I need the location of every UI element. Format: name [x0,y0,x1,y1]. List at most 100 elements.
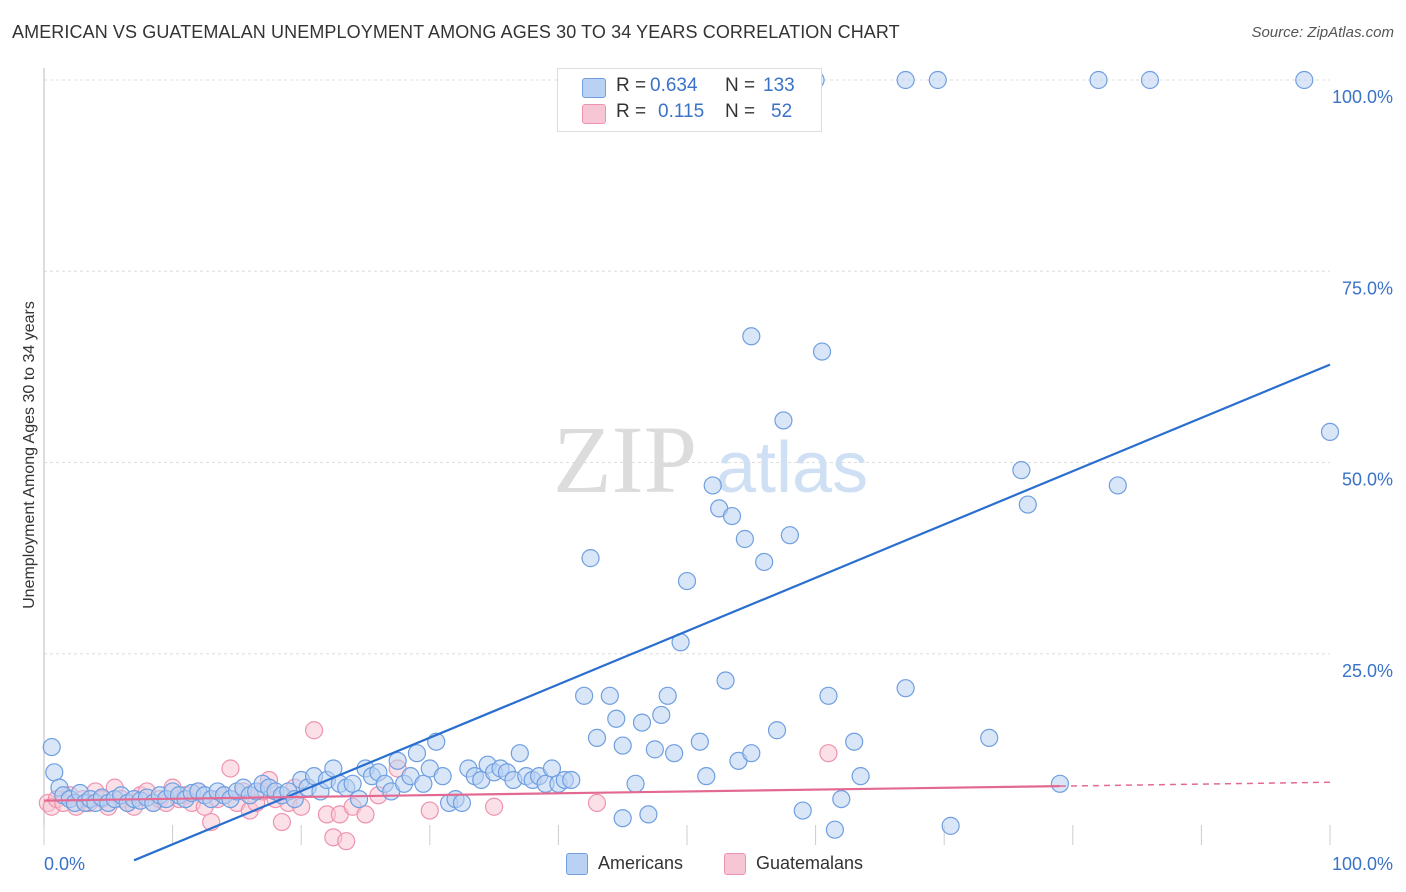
data-point-americans [703,476,722,495]
data-point-guatemalans [587,793,607,813]
legend-r-label: R = [616,101,647,122]
data-point-guatemalans [272,812,292,832]
data-point-americans [697,767,716,786]
data-point-americans [388,751,407,770]
watermark-zip: ZIP [553,406,697,513]
legend-swatch-americans [582,78,606,98]
data-point-americans [1108,476,1127,495]
bottom-legend-label-americans: Americans [598,853,684,873]
trend-lines [43,363,1331,862]
y-tick-label: 25.0% [1342,661,1393,681]
legend-n-label: N = [725,101,756,122]
trend-line-guatemalans-extension [1059,781,1331,787]
y-tick-label: 75.0% [1342,278,1393,298]
data-point-americans [1050,774,1070,793]
data-point-americans [42,737,61,757]
data-point-americans [645,740,664,759]
data-point-americans [587,728,607,748]
data-point-americans [562,770,581,790]
data-point-americans [845,732,864,751]
y-tick-label: 100.0% [1332,87,1393,107]
data-point-americans [349,789,369,809]
legend-r-label: R = [616,75,647,96]
data-point-guatemalans [420,801,439,820]
data-point-guatemalans [485,797,504,816]
data-point-americans [639,805,658,824]
data-point-americans [1140,70,1160,90]
data-point-americans [793,801,812,820]
data-point-americans [1320,422,1340,441]
data-point-americans [896,70,915,90]
data-point-guatemalans [819,744,838,763]
legend: R = 0.634 N = 133 R = 0.115 N = 52 [557,68,822,132]
bottom-legend-swatch-guatemalans [724,853,746,875]
data-point-americans [542,759,562,778]
data-point-americans [600,686,619,705]
legend-row-americans: R = 0.634 N = 133 [558,75,821,101]
data-point-americans [407,744,427,763]
data-point-americans [812,342,832,361]
data-point-americans [45,763,64,782]
data-point-americans [665,744,684,763]
x-tick-label-max: 100.0% [1332,854,1393,874]
data-point-americans [742,327,761,346]
legend-r-value: 0.634 [650,75,698,96]
data-point-americans [414,774,433,793]
data-point-americans [632,713,652,732]
trend-line-americans [133,363,1331,862]
watermark-atlas: atlas [716,428,868,508]
data-point-americans [742,744,761,763]
data-point-americans [941,816,960,835]
legend-swatch-guatemalans [582,104,606,124]
data-point-americans [677,571,697,591]
data-point-americans [607,709,626,728]
legend-n-value: 52 [771,101,793,122]
y-tick-label: 50.0% [1342,470,1393,490]
data-point-americans [690,732,709,751]
data-point-americans [452,793,472,813]
axis-labels: 25.0% 50.0% 75.0% 100.0% 0.0% 100.0% [44,87,1393,874]
data-point-americans [652,705,671,725]
data-point-americans [832,789,851,809]
data-point-americans [928,70,947,90]
data-point-americans [896,679,915,698]
data-point-americans [433,767,452,786]
data-point-americans [1018,495,1037,514]
data-point-americans [581,549,600,568]
data-point-americans [780,526,799,545]
data-point-americans [658,686,677,705]
data-point-americans [774,411,793,430]
data-point-americans [819,686,838,705]
trend-line-guatemalans [43,785,1060,802]
data-point-americans [722,506,742,526]
chart-title: AMERICAN VS GUATEMALAN UNEMPLOYMENT AMON… [12,22,900,42]
data-point-guatemalans [337,832,356,851]
data-point-americans [1012,461,1031,480]
data-point-guatemalans [221,759,240,778]
data-point-americans [1295,70,1314,90]
data-point-americans [575,686,594,705]
legend-n-value: 133 [763,75,795,96]
x-tick-label-min: 0.0% [44,854,85,874]
data-point-americans [980,728,999,748]
data-point-americans [825,820,844,839]
data-point-americans [755,552,774,572]
data-point-americans [343,774,362,793]
bottom-legend-label-guatemalans: Guatemalans [756,853,864,873]
data-point-americans [716,671,735,690]
legend-n-label: N = [725,75,756,96]
source-label: Source: ZipAtlas.com [1251,24,1394,41]
legend-r-value: 0.115 [658,101,705,122]
data-point-americans [767,721,787,740]
data-point-americans [851,767,870,786]
data-point-guatemalans [356,805,375,824]
legend-row-guatemalans: R = 0.115 N = 52 [558,101,821,127]
data-point-americans [1089,70,1108,90]
data-point-americans [613,809,632,828]
data-point-americans [735,529,754,549]
bottom-legend-swatch-americans [566,853,588,875]
data-point-guatemalans [304,721,324,740]
data-point-americans [626,774,645,793]
data-point-americans [613,736,632,755]
